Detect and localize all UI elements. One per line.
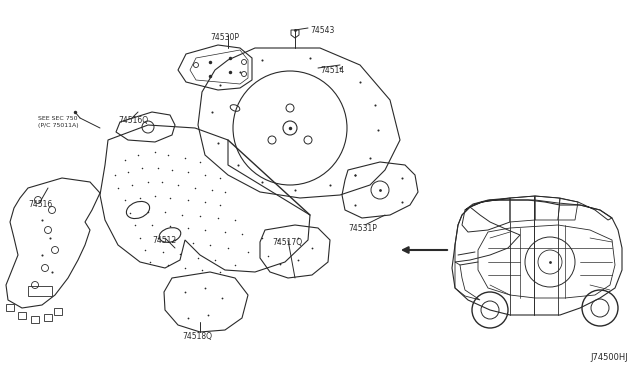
Text: 74514: 74514 [320,66,344,75]
Text: (P/C 75011A): (P/C 75011A) [38,123,79,128]
Text: 74531P: 74531P [348,224,377,233]
Text: 74543: 74543 [310,26,334,35]
Text: J74500HJ: J74500HJ [590,353,628,362]
Text: 74517Q: 74517Q [272,238,302,247]
Text: 74518Q: 74518Q [182,332,212,341]
Text: 74530P: 74530P [210,33,239,42]
Text: 74512: 74512 [152,236,176,245]
Text: 74516: 74516 [28,200,52,209]
Text: 74516Q: 74516Q [118,116,148,125]
Text: SEE SEC 750: SEE SEC 750 [38,116,77,121]
